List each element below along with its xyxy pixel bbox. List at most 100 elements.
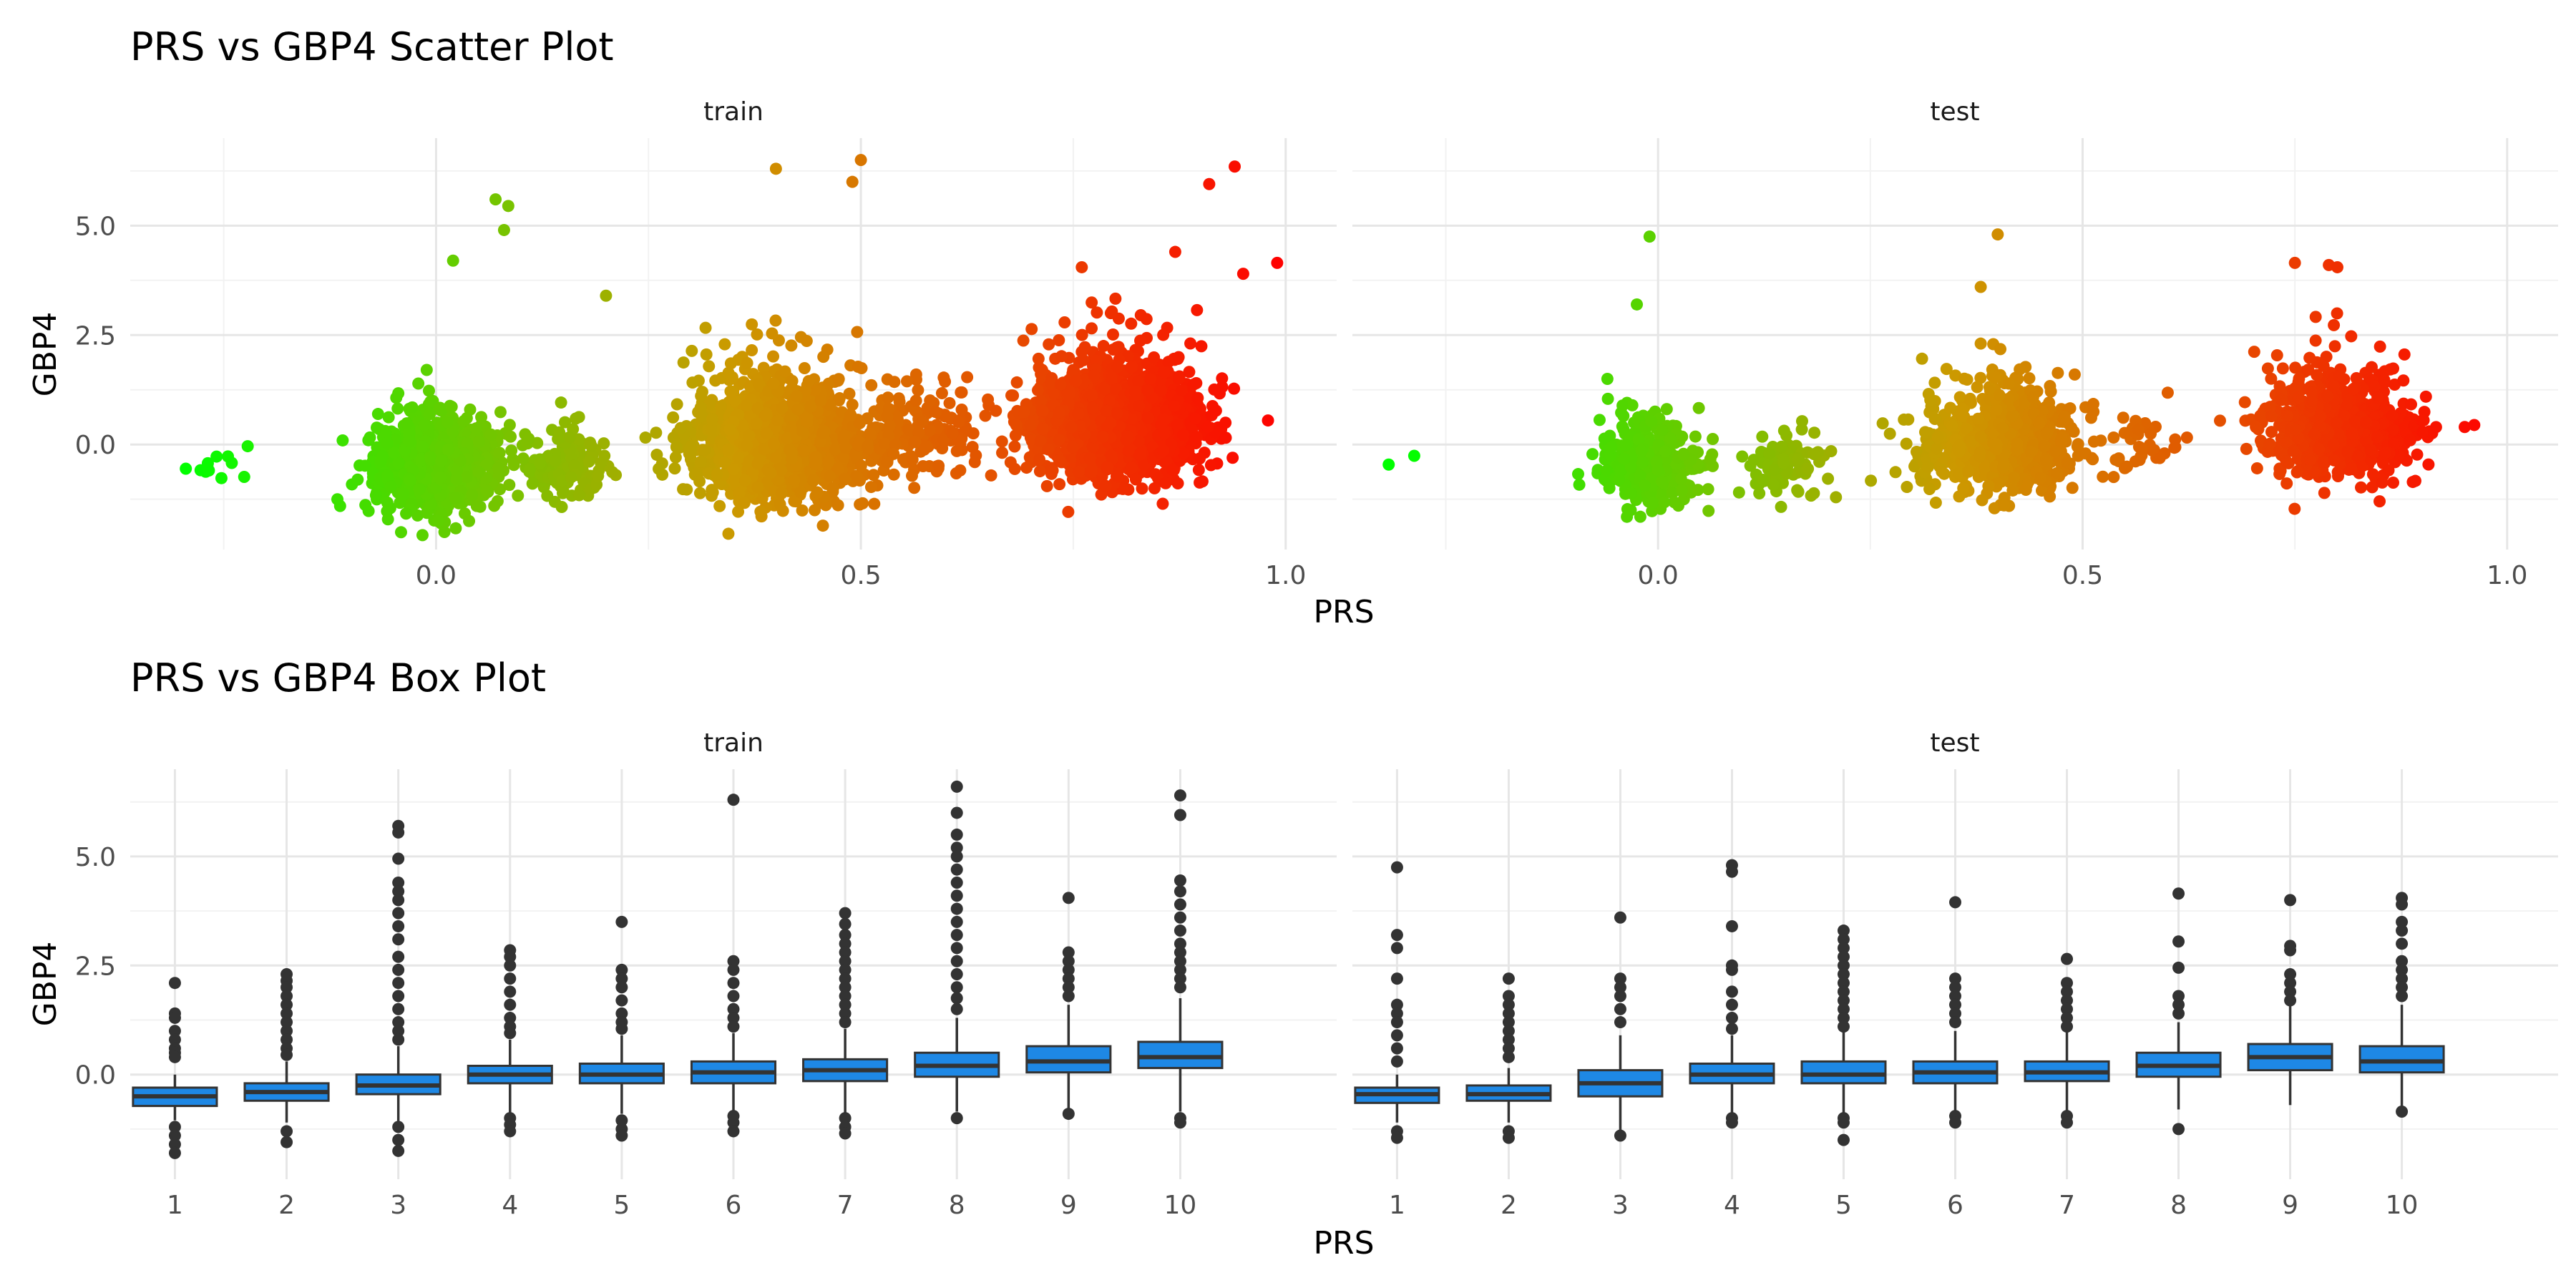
- scatter-point: [424, 395, 437, 408]
- scatter-point: [1262, 414, 1274, 427]
- scatter-point: [391, 402, 404, 415]
- scatter-point: [1689, 430, 1702, 443]
- scatter-point: [1121, 430, 1134, 443]
- scatter-point: [864, 481, 877, 494]
- scatter-point: [460, 471, 473, 484]
- scatter-point: [558, 416, 571, 429]
- scatter-point: [695, 455, 708, 468]
- scatter-point: [522, 432, 535, 445]
- scatter-point: [832, 373, 845, 386]
- scatter-point: [358, 459, 371, 472]
- scatter-point: [471, 498, 484, 511]
- scatter-point: [1172, 372, 1185, 385]
- scatter-point: [413, 483, 426, 496]
- scatter-point: [1075, 328, 1088, 341]
- scatter-point: [1007, 389, 1020, 402]
- scatter-point: [694, 401, 707, 414]
- scatter-point: [1928, 412, 1941, 425]
- scatter-point: [1024, 419, 1037, 431]
- scatter-point: [1096, 431, 1109, 444]
- scatter-point: [882, 402, 895, 415]
- scatter-point: [1204, 459, 1217, 472]
- scatter-point: [775, 464, 788, 477]
- scatter-point: [424, 451, 436, 464]
- scatter-point: [1603, 482, 1616, 494]
- scatter-point: [878, 437, 891, 450]
- scatter-point: [1106, 328, 1119, 341]
- scatter-point: [549, 454, 562, 467]
- scatter-point: [1586, 448, 1599, 461]
- scatter-point: [222, 450, 235, 463]
- scatter-point: [837, 430, 850, 443]
- scatter-point: [851, 326, 864, 338]
- scatter-point: [1865, 474, 1878, 487]
- scatter-point: [746, 318, 758, 331]
- scatter-point: [1659, 445, 1672, 458]
- scatter-point: [893, 395, 906, 408]
- scatter-point: [1940, 363, 1953, 376]
- scatter-point: [790, 390, 803, 403]
- scatter-point: [1032, 352, 1045, 365]
- scatter-point: [1226, 452, 1239, 464]
- scatter-point: [738, 474, 751, 487]
- scatter-point: [369, 489, 382, 502]
- scatter-point: [449, 492, 462, 504]
- scatter-point: [1169, 245, 1181, 258]
- scatter-point: [1036, 423, 1049, 436]
- scatter-point: [1156, 497, 1169, 510]
- scatter-point: [384, 480, 397, 493]
- scatter-point: [1692, 401, 1705, 414]
- scatter-point: [1216, 372, 1229, 385]
- scatter-point: [592, 469, 605, 482]
- scatter-point: [909, 436, 922, 449]
- scatter-point: [1085, 389, 1098, 401]
- scatter-point: [653, 462, 665, 475]
- scatter-point: [883, 419, 896, 432]
- scatter-point: [1010, 376, 1023, 389]
- scatter-point: [1032, 384, 1045, 396]
- scatter-point: [396, 487, 409, 500]
- scatter-point: [788, 474, 801, 487]
- scatter-point: [996, 447, 1009, 459]
- scatter-point: [381, 436, 394, 449]
- scatter-point: [809, 451, 822, 464]
- scatter-point: [743, 429, 756, 442]
- scatter-point: [1792, 453, 1805, 466]
- scatter-point: [786, 374, 799, 387]
- scatter-title: PRS vs GBP4 Scatter Plot: [130, 24, 614, 69]
- scatter-point: [816, 426, 829, 439]
- scatter-point: [1072, 407, 1085, 420]
- scatter-point: [852, 360, 864, 373]
- scatter-point: [700, 348, 713, 361]
- scatter-point: [1112, 469, 1125, 482]
- scatter-point: [769, 314, 782, 327]
- scatter-point: [698, 444, 711, 457]
- scatter-x-tick-label: 0.5: [840, 561, 881, 590]
- scatter-point: [435, 454, 448, 467]
- scatter-point: [1085, 296, 1098, 309]
- scatter-x-tick-label: 1.0: [1265, 561, 1306, 590]
- scatter-point: [1271, 256, 1284, 269]
- scatter-point: [703, 360, 716, 373]
- scatter-point: [839, 473, 852, 486]
- scatter-point: [1033, 465, 1046, 478]
- scatter-point: [1046, 464, 1059, 477]
- scatter-point: [523, 463, 536, 476]
- scatter-point: [1166, 464, 1179, 477]
- scatter-point: [1062, 505, 1075, 518]
- scatter-point: [952, 416, 965, 429]
- scatter-point: [804, 401, 817, 414]
- scatter-point: [416, 529, 429, 542]
- scatter-point: [503, 419, 516, 431]
- scatter-point: [1634, 510, 1646, 523]
- scatter-point: [906, 453, 919, 466]
- scatter-point: [1775, 500, 1787, 513]
- scatter-point: [1036, 404, 1049, 417]
- scatter-point: [767, 377, 780, 390]
- scatter-point: [1652, 464, 1664, 477]
- scatter-point: [750, 417, 763, 430]
- scatter-point: [1132, 375, 1145, 388]
- scatter-point: [507, 459, 520, 472]
- scatter-point: [1605, 441, 1618, 454]
- scatter-point: [215, 472, 228, 484]
